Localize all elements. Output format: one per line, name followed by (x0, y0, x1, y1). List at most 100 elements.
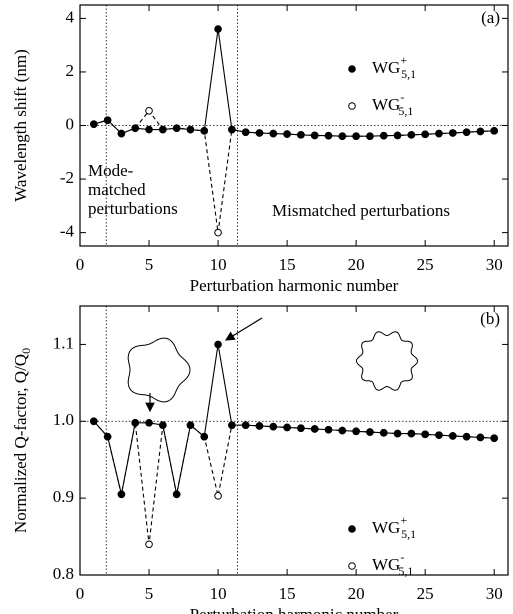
data-point (186, 421, 195, 429)
data-point (421, 430, 429, 439)
data-point (159, 421, 167, 429)
data-point (172, 124, 181, 132)
series-line (93, 344, 495, 495)
data-point (297, 424, 305, 433)
data-point (214, 228, 222, 237)
data-point (352, 132, 360, 141)
data-point (462, 128, 471, 136)
legend-subscript: 5,1 (401, 527, 416, 541)
x-tick-label: 0 (76, 584, 85, 603)
annotation: Mismatched perturbations (272, 201, 450, 220)
data-point (103, 432, 112, 441)
data-point (255, 422, 264, 430)
x-axis-label: Perturbation harmonic number (190, 276, 399, 295)
annotation: perturbations (88, 199, 178, 218)
legend-marker (348, 65, 356, 73)
x-tick-label: 5 (145, 584, 154, 603)
x-tick-label: 25 (417, 255, 434, 274)
y-axis-label-subscript: 0 (19, 348, 33, 354)
x-tick-label: 5 (145, 255, 154, 274)
data-point (393, 131, 402, 140)
legend-label: WG-5,1 (372, 550, 413, 578)
data-point (310, 425, 319, 433)
legend-name: WG (372, 58, 400, 77)
data-point (117, 490, 126, 499)
legend-superscript: + (400, 513, 407, 527)
data-point (435, 431, 443, 439)
y-tick-label: 0 (66, 114, 75, 133)
data-point (172, 490, 181, 499)
data-point (214, 25, 222, 33)
data-point (228, 421, 236, 429)
data-point (435, 129, 443, 138)
legend-superscript: - (400, 90, 404, 104)
legend-marker (348, 562, 356, 570)
arrow (224, 317, 263, 341)
data-point (283, 423, 291, 432)
data-point (421, 130, 429, 139)
series-line (93, 29, 495, 137)
data-point (490, 434, 498, 442)
data-point (90, 417, 98, 426)
data-point (200, 432, 209, 441)
y-axis-label-text: Wavelength shift (nm) (11, 49, 30, 202)
data-point (490, 127, 498, 135)
data-point (462, 432, 471, 441)
legend-subscript: 5,1 (398, 564, 413, 578)
x-tick-label: 30 (486, 584, 503, 603)
data-point (200, 127, 209, 135)
data-point (159, 125, 167, 134)
x-tick-label: 20 (348, 584, 365, 603)
data-point (366, 428, 374, 436)
shape-icon (127, 337, 191, 403)
y-tick-label: 1.0 (53, 410, 74, 429)
legend-superscript: - (400, 550, 404, 564)
annotation: Mode- (88, 161, 134, 180)
x-tick-label: 10 (210, 584, 227, 603)
data-point (131, 419, 140, 427)
y-tick-label: 1.1 (53, 333, 74, 352)
annotation: matched (88, 180, 146, 199)
data-point (131, 124, 140, 132)
legend-name: WG (372, 555, 400, 574)
data-point (379, 131, 388, 140)
data-point (379, 429, 388, 437)
legend-name: WG (372, 95, 400, 114)
legend-name: WG (372, 518, 400, 537)
data-point (228, 125, 236, 134)
x-tick-label: 15 (279, 255, 296, 274)
data-point (269, 422, 278, 431)
data-point (145, 106, 153, 115)
y-axis-label: Normalized Q-factor, Q/Q0 (11, 348, 33, 533)
data-point (90, 120, 98, 128)
x-tick-label: 20 (348, 255, 365, 274)
y-tick-label: 0.9 (53, 487, 74, 506)
data-point (407, 429, 416, 438)
panel-label: (a) (481, 8, 500, 27)
legend-superscript: + (400, 53, 407, 67)
x-tick-label: 15 (279, 584, 296, 603)
data-point (103, 116, 112, 124)
data-point (366, 132, 374, 141)
y-tick-label: -4 (60, 222, 75, 241)
x-tick-label: 25 (417, 584, 434, 603)
data-point (338, 132, 347, 141)
data-point (283, 130, 291, 138)
legend-subscript: 5,1 (401, 67, 416, 81)
legend-marker (348, 525, 356, 533)
data-point (448, 432, 457, 440)
y-axis-label-text: Normalized Q-factor, Q/Q (11, 354, 30, 533)
legend-subscript: 5,1 (398, 104, 413, 118)
data-point (338, 426, 347, 435)
data-point (145, 125, 153, 134)
y-tick-label: 4 (66, 7, 75, 26)
legend-label: WG+ 5,1 (372, 53, 416, 81)
x-tick-label: 10 (210, 255, 227, 274)
data-point (476, 433, 485, 442)
data-point (393, 429, 402, 438)
data-point (214, 340, 222, 349)
data-point (241, 128, 250, 136)
data-point (352, 427, 360, 436)
data-point (324, 131, 333, 140)
